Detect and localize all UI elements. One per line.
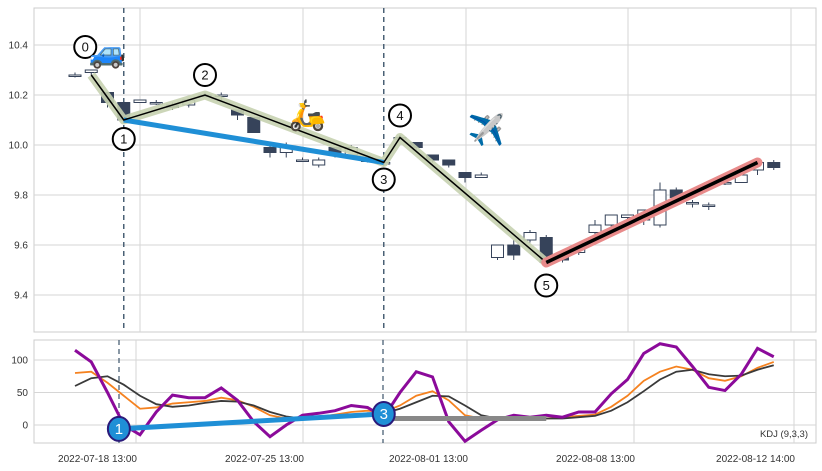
candle-body xyxy=(312,159,326,166)
pivot-circle xyxy=(371,167,396,192)
candle-body xyxy=(767,162,781,168)
candle-body xyxy=(686,202,699,205)
candle xyxy=(68,72,82,78)
x-tick-label: 2022-08-01 13:00 xyxy=(389,454,468,465)
pivot-label: 1 xyxy=(120,132,127,147)
pivot-label: 4 xyxy=(396,108,403,123)
trend-line xyxy=(545,160,759,265)
candle xyxy=(312,157,326,168)
x-tick-label: 2022-08-08 13:00 xyxy=(556,454,635,465)
pivot-label: 2 xyxy=(201,68,208,83)
pivot-circle xyxy=(534,273,559,298)
candle-body xyxy=(458,172,472,178)
candle xyxy=(523,230,537,243)
car-icon: 🚙 xyxy=(89,37,126,71)
pivot-circle xyxy=(111,127,136,151)
kdj-marker-label: 3 xyxy=(380,406,388,423)
candle-body xyxy=(133,99,147,103)
y-tick-label: 100 xyxy=(11,356,28,367)
pivot-marker: 0 xyxy=(73,35,98,59)
kdj-marker: 3 xyxy=(371,400,396,427)
candle xyxy=(263,145,277,158)
pivot-circle xyxy=(193,63,217,87)
candle-body xyxy=(442,159,456,166)
x-tick-label: 2022-08-12 14:00 xyxy=(716,454,795,465)
blue-trend-line xyxy=(123,117,385,165)
candle xyxy=(442,159,456,168)
candle-body xyxy=(149,102,163,105)
y-tick-label: 9.4 xyxy=(14,291,28,302)
candle-body xyxy=(84,69,98,73)
kdj-marker: 1 xyxy=(106,415,131,442)
candle-body xyxy=(474,174,488,178)
candle xyxy=(767,160,781,170)
x-tick-label: 2022-07-25 13:00 xyxy=(225,454,304,465)
candle xyxy=(133,99,147,103)
candle-body xyxy=(604,214,618,226)
pivot-marker: 1 xyxy=(111,127,136,151)
kdj-marker-circle xyxy=(371,400,396,427)
candle xyxy=(84,69,98,75)
candle xyxy=(588,220,602,235)
pivot-marker: 3 xyxy=(371,167,396,192)
candle xyxy=(458,172,472,183)
candle xyxy=(474,172,488,178)
pivot-label: 3 xyxy=(380,172,387,187)
pivot-circle xyxy=(388,103,412,128)
scooter-icon: 🛵 xyxy=(289,98,326,133)
candle-body xyxy=(491,244,504,258)
kdj-label: KDJ (9,3,3) xyxy=(760,429,808,440)
kdj-series-D xyxy=(74,364,774,420)
kdj-marker-label: 1 xyxy=(115,421,123,438)
y-tick-label: 10.0 xyxy=(9,141,29,152)
pivot-label: 0 xyxy=(82,40,89,55)
price-plot-area xyxy=(33,7,817,333)
candle xyxy=(507,240,521,260)
pivot-circle xyxy=(73,35,98,59)
candle xyxy=(686,200,699,208)
candle-body xyxy=(702,204,716,207)
y-tick-label: 10.2 xyxy=(9,91,29,102)
candle-body xyxy=(588,224,602,233)
pivot-label: 5 xyxy=(543,278,550,293)
candle-body xyxy=(263,147,277,153)
candle-body xyxy=(68,74,82,77)
y-tick-label: 9.8 xyxy=(14,191,28,202)
candle-body xyxy=(507,244,521,256)
kdj-blue-line xyxy=(118,411,384,432)
kdj-marker-circle xyxy=(106,415,131,442)
x-tick-label: 2022-07-18 13:00 xyxy=(58,454,137,465)
price-panel: 9.4 9.6 9.8 10.0 10.2 10.4 0 1 2 3 4 5 🚙 🛵 ✈️ xyxy=(9,7,817,333)
candle xyxy=(491,244,504,260)
kdj-series-K xyxy=(74,361,775,420)
y-tick-label: 50 xyxy=(17,388,29,399)
y-tick-label: 10.4 xyxy=(9,41,29,52)
pivot-marker: 4 xyxy=(388,103,412,128)
y-tick-label: 0 xyxy=(22,421,28,432)
kdj-panel: 0 50 100 2022-07-18 13:00 2022-07-25 13:00 20… xyxy=(11,339,817,465)
candle xyxy=(702,202,716,210)
candle xyxy=(149,100,163,105)
zigzag-line xyxy=(90,74,547,264)
kdj-series-J xyxy=(74,342,775,444)
y-tick-label: 9.6 xyxy=(14,241,28,252)
candle-body xyxy=(296,159,309,162)
pivot-marker: 5 xyxy=(534,273,559,298)
candle xyxy=(296,157,309,162)
airplane-icon: ✈️ xyxy=(467,111,504,147)
pivot-marker: 2 xyxy=(193,63,217,87)
candle-body xyxy=(523,232,537,241)
